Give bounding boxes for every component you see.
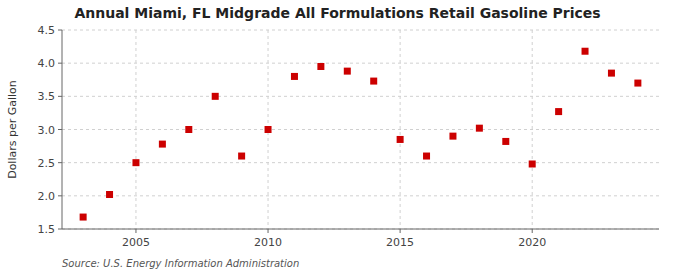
axes: 1.5 2.0 2.5 3.0 3.5 4.0 4.5 2005 2010 2015 2020 <box>38 24 660 249</box>
point <box>370 78 377 85</box>
y-grid-line <box>62 195 659 196</box>
x-tick-label: 2010 <box>254 236 282 249</box>
grid <box>62 30 659 229</box>
y-tick <box>58 30 62 31</box>
x-grid-line <box>135 30 136 229</box>
chart-svg: Annual Miami, FL Midgrade All Formulatio… <box>0 0 675 275</box>
y-tick-label: 4.0 <box>38 57 56 70</box>
x-grid-line <box>400 30 401 229</box>
y-grid-line <box>62 229 659 230</box>
x-tick <box>532 229 533 233</box>
y-tick-label: 1.5 <box>38 223 56 236</box>
x-grid-line <box>532 30 533 229</box>
y-grid-line <box>62 30 659 31</box>
point <box>132 159 139 166</box>
point <box>476 125 483 132</box>
chart-title: Annual Miami, FL Midgrade All Formulatio… <box>74 5 600 21</box>
x-tick-label: 2005 <box>122 236 150 249</box>
x-tick-label: 2015 <box>386 236 414 249</box>
y-tick <box>58 162 62 163</box>
x-tick <box>268 229 269 233</box>
point <box>608 70 615 77</box>
point <box>634 80 641 87</box>
y-grid-line <box>62 129 659 130</box>
y-tick-label: 2.0 <box>38 190 56 203</box>
x-axis-line <box>62 229 659 230</box>
point <box>238 153 245 160</box>
point <box>159 141 166 148</box>
y-tick-label: 4.5 <box>38 24 56 37</box>
y-tick <box>58 229 62 230</box>
y-tick-label: 2.5 <box>38 157 56 170</box>
y-grid-line <box>62 96 659 97</box>
point <box>449 133 456 140</box>
y-grid-line <box>62 162 659 163</box>
y-tick <box>58 129 62 130</box>
point <box>106 191 113 198</box>
y-tick <box>58 195 62 196</box>
point <box>344 68 351 75</box>
x-tick <box>135 229 136 233</box>
point <box>582 48 589 55</box>
point <box>555 108 562 115</box>
chart-container: Annual Miami, FL Midgrade All Formulatio… <box>0 0 675 275</box>
y-tick <box>58 63 62 64</box>
point <box>265 126 272 133</box>
point <box>423 153 430 160</box>
y-grid-line <box>62 63 659 64</box>
point <box>80 214 87 221</box>
y-axis-label: Dollars per Gallon <box>6 80 19 179</box>
x-tick <box>400 229 401 233</box>
y-tick-label: 3.5 <box>38 90 56 103</box>
x-tick-label: 2020 <box>518 236 546 249</box>
point <box>185 126 192 133</box>
point <box>291 73 298 80</box>
point <box>397 136 404 143</box>
point <box>529 160 536 167</box>
source-note: Source: U.S. Energy Information Administ… <box>62 258 299 269</box>
y-axis-line <box>62 30 63 229</box>
point <box>317 63 324 70</box>
y-tick <box>58 96 62 97</box>
point <box>502 138 509 145</box>
point <box>212 93 219 100</box>
y-tick-label: 3.0 <box>38 124 56 137</box>
points <box>80 48 642 221</box>
